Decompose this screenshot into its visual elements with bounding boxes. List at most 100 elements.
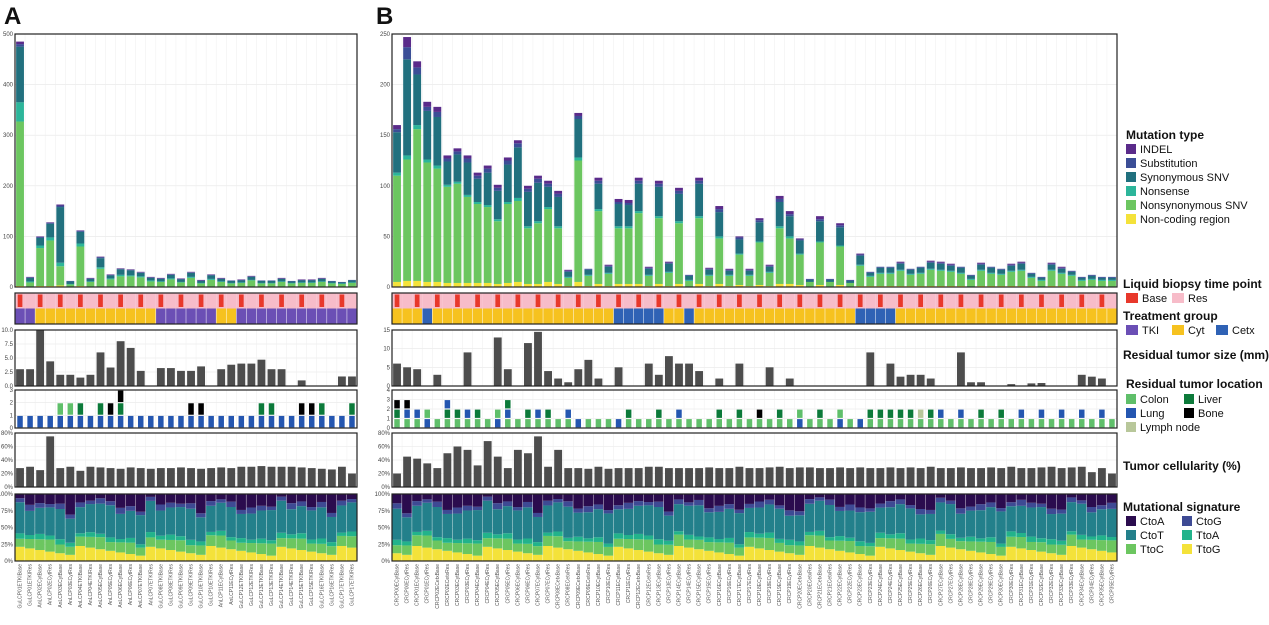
cellularity-bar [348,473,356,487]
bar-segment [126,275,135,277]
treatment-cell [553,308,564,324]
bar-segment [227,282,236,284]
cellularity-bar [876,468,885,487]
signature-segment [684,534,694,540]
signature-segment [25,539,35,549]
signature-segment [432,501,442,507]
signature-segment [704,508,714,513]
x-tick-label: GuLCP13ETKIBase [259,564,265,609]
plot-border [391,33,1118,288]
location-block [807,419,813,428]
signature-segment [583,512,593,539]
residual-size-bar [156,368,165,386]
signature-segment [764,550,775,561]
legend-residual-size-title: Residual tumor size (mm) [1123,348,1269,362]
bar-segment [307,282,316,287]
signature-segment [65,546,75,555]
x-tick-label: CRCP22ECytRes [848,564,854,604]
residual-size-bar [106,367,115,386]
signature-segment [724,504,734,509]
x-tick-label: AnLCP03ECytBase [58,564,64,608]
signature-segment [522,507,533,539]
signature-segment [25,494,35,505]
signature-segment [512,507,523,511]
bar-segment [257,283,266,287]
bar-segment [393,129,401,133]
bar-segment [836,225,845,228]
legend-signature: Mutational signature CtoA CtoG CtoT TtoA… [1123,500,1241,556]
bar-segment [1108,276,1116,278]
bar-segment [534,223,542,284]
plot-border [391,292,1118,325]
bar-segment [614,204,623,227]
signature-segment [915,553,926,561]
time-point-cell [845,293,856,309]
signature-segment [1066,502,1077,532]
x-tick-label: CRCP25ECytRes [908,564,914,604]
signature-segment [462,554,473,561]
treatment-cell [744,308,755,324]
signature-segment [1016,494,1026,500]
x-tick-label: CRCP18ECytBase [757,564,763,606]
signature-segment [286,494,297,504]
residual-size-bar [554,378,563,386]
residual-size-bar [785,378,794,386]
signature-segment [196,554,206,561]
cellularity-bar [126,467,135,487]
signature-segment [965,506,976,511]
bar-segment [403,47,412,60]
location-block [857,419,863,428]
location-block [188,403,194,415]
bar-segment [473,172,482,176]
cellularity-bar [715,468,724,487]
signature-segment [925,540,936,545]
cellularity-bar [217,467,226,487]
signature-segment [402,494,412,514]
bar-segment [1027,273,1036,277]
treatment-cell [165,308,177,324]
location-block [27,415,33,428]
signature-segment [65,514,75,519]
signature-segment [633,539,644,551]
x-tick-label: CRCP14ECytBase [676,564,682,606]
bar-segment [886,273,895,286]
bar-segment [554,193,563,197]
signature-segment [532,512,543,517]
bar-segment [1057,272,1066,274]
treatment-cell [286,308,297,324]
location-block [67,403,74,415]
treatment-cell [905,308,916,324]
x-tick-label: CRCP31ECytRes [1029,564,1035,604]
bar-segment [76,230,85,232]
location-block [656,409,662,418]
bar-segment [513,197,522,201]
y-tick-label: 100 [3,234,14,240]
signature-segment [1016,548,1026,561]
bar-segment [906,269,915,274]
legend-item-colon: Colon [1140,394,1169,406]
bar-segment [524,228,532,284]
signature-segment [226,549,236,561]
location-block [67,415,74,428]
bar-segment [695,218,704,284]
signature-segment [704,494,714,509]
panel-a: 01002003004005000.02.55.07.510.001230%20… [0,32,358,609]
bar-segment [614,228,623,284]
time-point-mark [857,294,863,307]
signature-segment [744,494,755,504]
y-tick-label: 0 [10,426,14,432]
legend-swatch-nonsense [1126,186,1136,196]
time-point-mark [57,294,63,307]
location-block [188,415,194,428]
treatment-cell [865,308,876,324]
bar-segment [594,177,603,181]
cellularity-bar [393,473,401,487]
signature-segment [246,513,257,540]
bar-segment [795,239,804,241]
treatment-cell [673,308,685,324]
signature-segment [663,511,674,516]
location-block [17,415,23,428]
signature-segment [326,494,337,513]
residual-size-bar [257,359,266,386]
